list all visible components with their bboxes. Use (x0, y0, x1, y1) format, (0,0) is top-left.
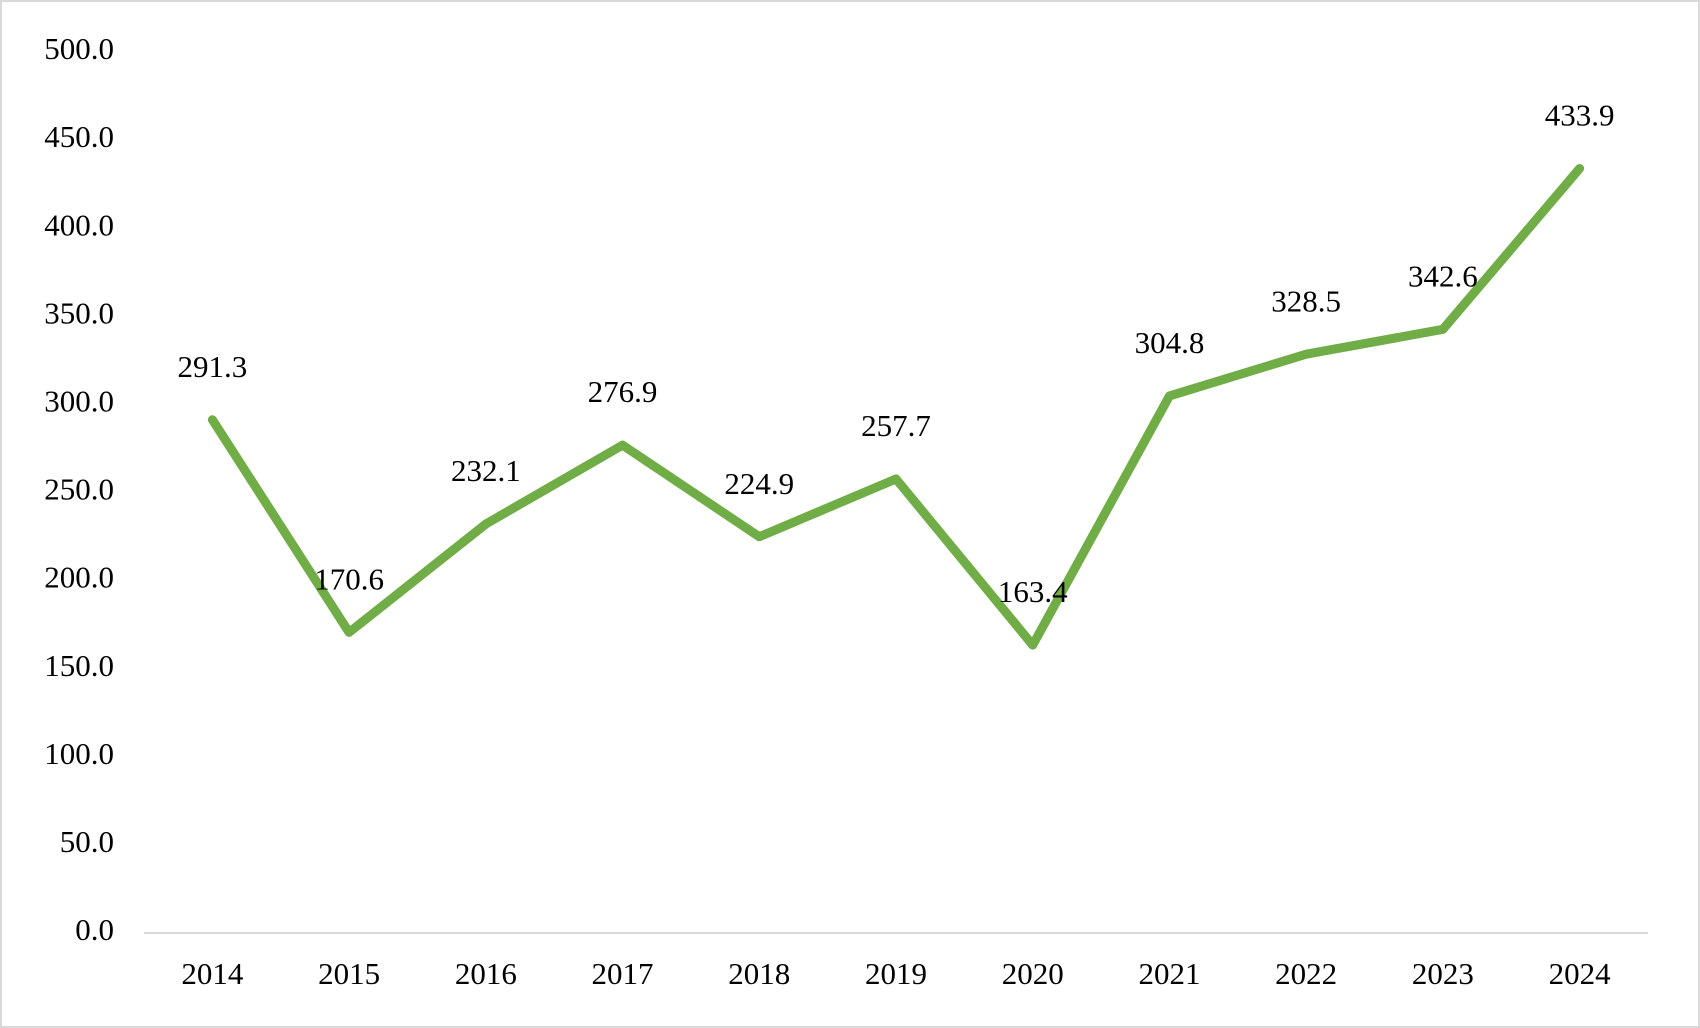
x-tick-label: 2014 (181, 956, 244, 991)
y-tick-label: 300.0 (44, 384, 114, 419)
y-tick-label: 150.0 (44, 648, 114, 683)
y-tick-label: 200.0 (44, 560, 114, 595)
x-tick-label: 2017 (592, 956, 654, 991)
y-tick-label: 350.0 (44, 295, 114, 330)
data-label: 276.9 (588, 374, 658, 409)
data-label: 304.8 (1135, 325, 1205, 360)
y-tick-label: 100.0 (44, 736, 114, 771)
x-tick-label: 2019 (865, 956, 927, 991)
data-label: 342.6 (1408, 258, 1478, 293)
x-tick-label: 2024 (1549, 956, 1612, 991)
x-tick-label: 2022 (1275, 956, 1337, 991)
data-label: 328.5 (1271, 283, 1341, 318)
data-label: 291.3 (177, 349, 247, 384)
data-label: 224.9 (724, 466, 794, 501)
data-label: 433.9 (1545, 98, 1615, 133)
x-tick-label: 2020 (1002, 956, 1064, 991)
y-tick-label: 400.0 (44, 207, 114, 242)
y-tick-label: 50.0 (60, 824, 114, 859)
x-tick-label: 2015 (318, 956, 380, 991)
x-tick-label: 2021 (1138, 956, 1200, 991)
y-tick-label: 250.0 (44, 472, 114, 507)
data-label: 257.7 (861, 408, 931, 443)
x-tick-label: 2016 (455, 956, 517, 991)
data-label: 163.4 (998, 574, 1068, 609)
y-tick-label: 450.0 (44, 119, 114, 154)
x-tick-label: 2018 (728, 956, 790, 991)
y-tick-label: 500.0 (44, 31, 114, 66)
data-label: 232.1 (451, 453, 521, 488)
x-tick-label: 2023 (1412, 956, 1474, 991)
data-label: 170.6 (314, 562, 384, 597)
series-line (207, 163, 1585, 650)
y-tick-label: 0.0 (75, 912, 114, 947)
